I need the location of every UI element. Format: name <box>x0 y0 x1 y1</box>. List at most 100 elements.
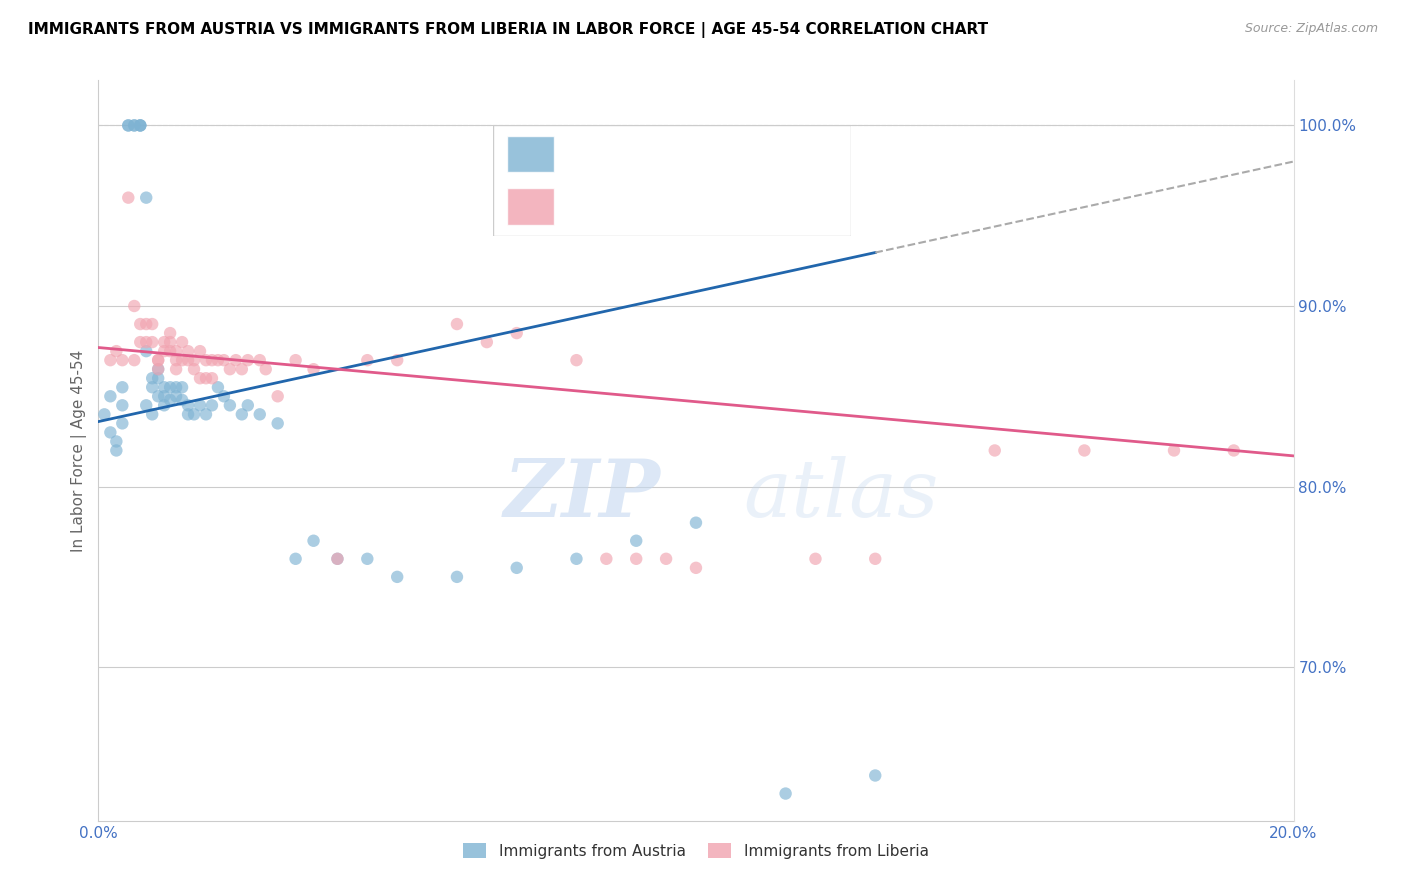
Immigrants from Liberia <box>105 344 128 359</box>
Immigrants from Austria <box>148 371 170 385</box>
Immigrants from Austria <box>207 380 229 394</box>
Immigrants from Liberia <box>135 335 157 350</box>
Immigrants from Austria <box>159 392 181 407</box>
Immigrants from Austria <box>385 570 409 584</box>
Immigrants from Liberia <box>177 353 200 368</box>
Immigrants from Liberia <box>219 362 242 376</box>
Immigrants from Austria <box>201 398 224 412</box>
Immigrants from Liberia <box>595 551 617 566</box>
Immigrants from Liberia <box>183 353 205 368</box>
Immigrants from Austria <box>165 380 187 394</box>
Immigrants from Austria <box>111 398 134 412</box>
Immigrants from Liberia <box>148 353 170 368</box>
Y-axis label: In Labor Force | Age 45-54: In Labor Force | Age 45-54 <box>72 350 87 551</box>
Immigrants from Austria <box>117 119 139 133</box>
Immigrants from Austria <box>183 408 205 422</box>
Immigrants from Austria <box>775 787 797 801</box>
Immigrants from Austria <box>356 551 378 566</box>
Immigrants from Liberia <box>804 551 827 566</box>
Immigrants from Liberia <box>153 335 176 350</box>
Immigrants from Austria <box>124 119 146 133</box>
Immigrants from Liberia <box>249 353 271 368</box>
Immigrants from Liberia <box>159 335 181 350</box>
Immigrants from Liberia <box>195 353 218 368</box>
Immigrants from Austria <box>267 417 290 431</box>
Immigrants from Austria <box>626 533 648 548</box>
Immigrants from Austria <box>302 533 325 548</box>
Immigrants from Liberia <box>111 353 134 368</box>
Immigrants from Austria <box>141 380 163 394</box>
Immigrants from Austria <box>177 398 200 412</box>
Immigrants from Austria <box>284 551 307 566</box>
Text: ZIP: ZIP <box>503 456 661 533</box>
Immigrants from Liberia <box>153 344 176 359</box>
Immigrants from Liberia <box>148 353 170 368</box>
Immigrants from Austria <box>172 380 194 394</box>
Immigrants from Liberia <box>141 317 163 331</box>
Immigrants from Liberia <box>159 344 181 359</box>
Immigrants from Austria <box>249 408 271 422</box>
Immigrants from Austria <box>165 389 187 403</box>
Immigrants from Liberia <box>183 362 205 376</box>
Immigrants from Austria <box>685 516 707 530</box>
Immigrants from Austria <box>565 551 588 566</box>
Immigrants from Austria <box>326 551 349 566</box>
Immigrants from Liberia <box>506 326 529 340</box>
Immigrants from Austria <box>98 389 122 403</box>
Immigrants from Austria <box>135 344 157 359</box>
Immigrants from Austria <box>98 425 122 440</box>
Immigrants from Liberia <box>225 353 247 368</box>
Immigrants from Austria <box>236 398 259 412</box>
Immigrants from Austria <box>141 408 163 422</box>
Immigrants from Austria <box>148 389 170 403</box>
Immigrants from Austria <box>111 380 134 394</box>
Immigrants from Austria <box>93 408 115 422</box>
Immigrants from Liberia <box>984 443 1007 458</box>
Immigrants from Austria <box>141 371 163 385</box>
Immigrants from Austria <box>153 380 176 394</box>
Immigrants from Liberia <box>865 551 887 566</box>
Immigrants from Liberia <box>188 371 211 385</box>
Immigrants from Liberia <box>148 362 170 376</box>
Immigrants from Liberia <box>326 551 349 566</box>
Immigrants from Liberia <box>446 317 468 331</box>
Immigrants from Liberia <box>124 353 146 368</box>
Immigrants from Liberia <box>267 389 290 403</box>
Immigrants from Austria <box>188 398 211 412</box>
Immigrants from Liberia <box>212 353 235 368</box>
Immigrants from Liberia <box>98 353 122 368</box>
Immigrants from Liberia <box>302 362 325 376</box>
Immigrants from Austria <box>129 119 152 133</box>
Legend: Immigrants from Austria, Immigrants from Liberia: Immigrants from Austria, Immigrants from… <box>457 837 935 865</box>
Immigrants from Liberia <box>201 371 224 385</box>
Immigrants from Austria <box>117 119 139 133</box>
Immigrants from Liberia <box>141 335 163 350</box>
Immigrants from Liberia <box>172 335 194 350</box>
Immigrants from Liberia <box>356 353 378 368</box>
Immigrants from Austria <box>865 768 887 782</box>
Immigrants from Austria <box>506 561 529 575</box>
Immigrants from Liberia <box>655 551 678 566</box>
Immigrants from Liberia <box>207 353 229 368</box>
Immigrants from Liberia <box>165 344 187 359</box>
Immigrants from Austria <box>129 119 152 133</box>
Immigrants from Austria <box>124 119 146 133</box>
Immigrants from Liberia <box>165 353 187 368</box>
Immigrants from Austria <box>153 389 176 403</box>
Text: Source: ZipAtlas.com: Source: ZipAtlas.com <box>1244 22 1378 36</box>
Immigrants from Liberia <box>177 344 200 359</box>
Immigrants from Austria <box>135 191 157 205</box>
Immigrants from Austria <box>135 398 157 412</box>
Immigrants from Liberia <box>284 353 307 368</box>
Immigrants from Liberia <box>685 561 707 575</box>
Immigrants from Austria <box>195 408 218 422</box>
Immigrants from Liberia <box>231 362 253 376</box>
Immigrants from Liberia <box>129 317 152 331</box>
Immigrants from Liberia <box>124 299 146 313</box>
Immigrants from Liberia <box>1073 443 1095 458</box>
Immigrants from Austria <box>153 398 176 412</box>
Text: IMMIGRANTS FROM AUSTRIA VS IMMIGRANTS FROM LIBERIA IN LABOR FORCE | AGE 45-54 CO: IMMIGRANTS FROM AUSTRIA VS IMMIGRANTS FR… <box>28 22 988 38</box>
Immigrants from Austria <box>111 417 134 431</box>
Text: atlas: atlas <box>744 456 939 533</box>
Immigrants from Liberia <box>1163 443 1185 458</box>
